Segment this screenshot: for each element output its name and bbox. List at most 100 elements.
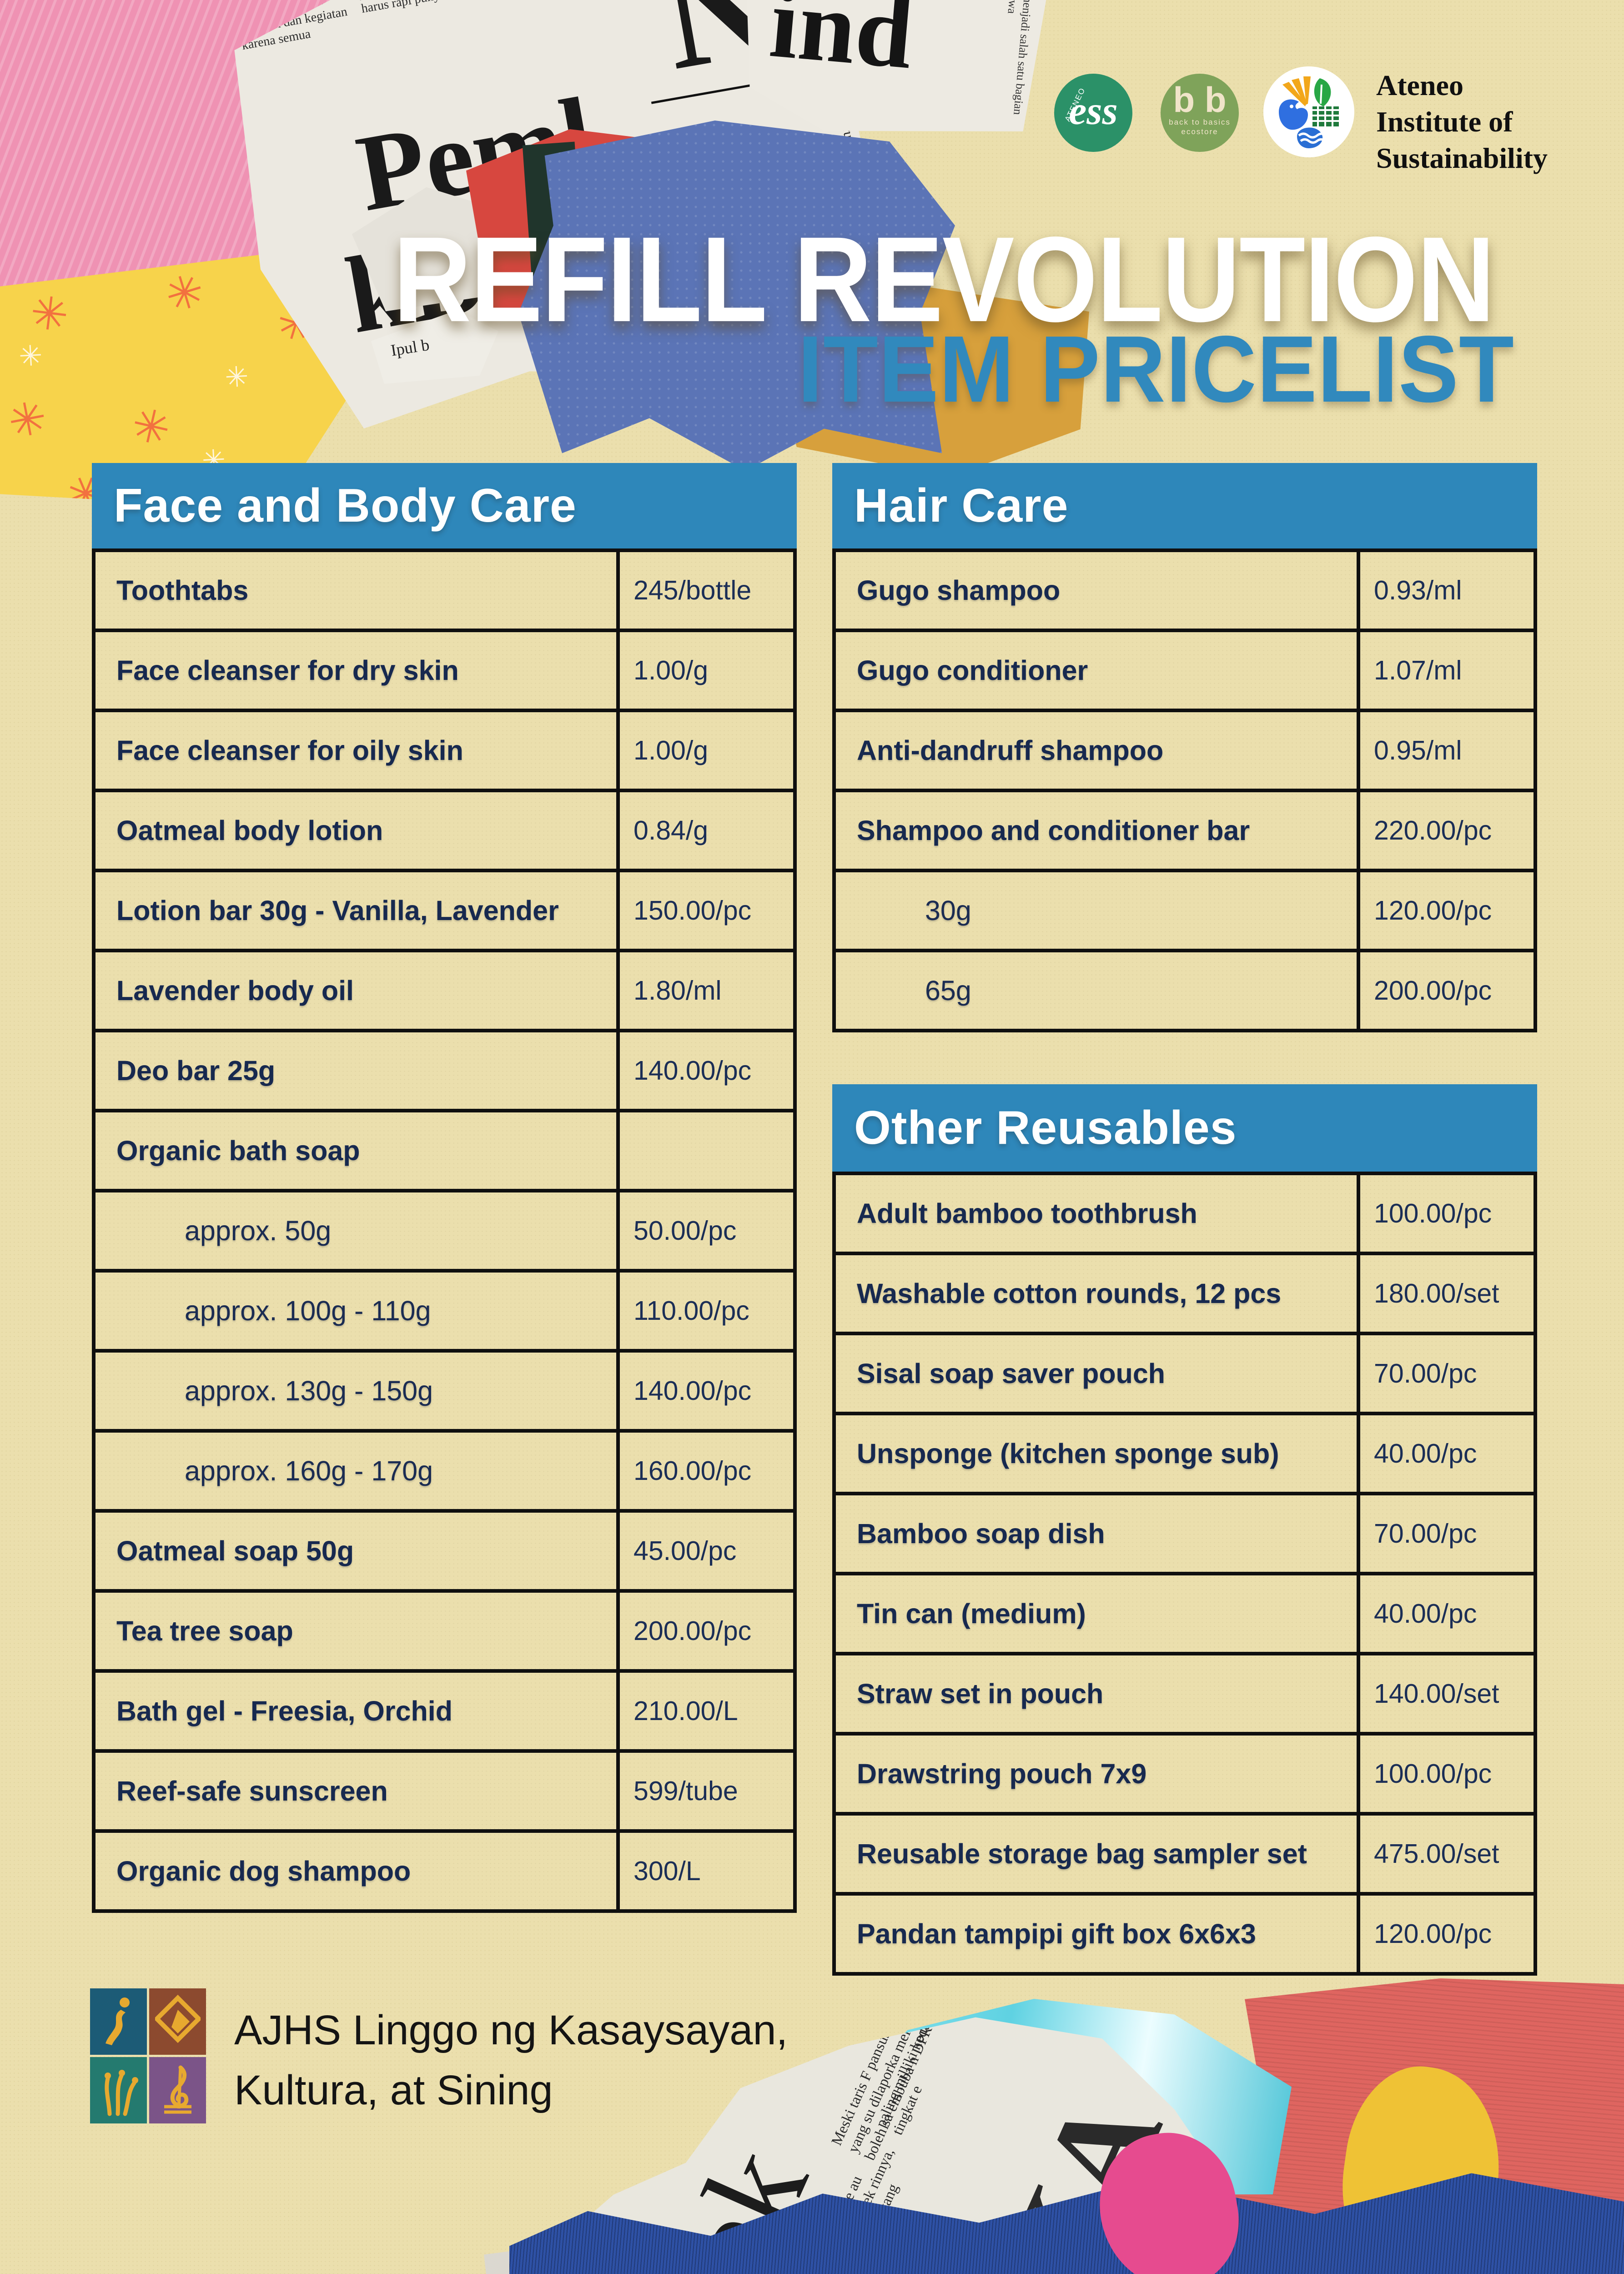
institute-name-line2: Institute of: [1376, 106, 1513, 138]
item-price: 1.07/ml: [1360, 632, 1533, 709]
event-caption-line1: AJHS Linggo ng Kasaysayan,: [234, 2007, 788, 2053]
item-label: Face cleanser for dry skin: [96, 632, 616, 709]
blue-paper-scrap: [518, 121, 955, 471]
item-label: Reusable storage bag sampler set: [836, 1816, 1357, 1892]
item-label: Sisal soap saver pouch: [836, 1335, 1357, 1412]
other-reusables-rows: Adult bamboo toothbrush 100.00/pc Washab…: [832, 1172, 1537, 1976]
item-price: [620, 1112, 793, 1189]
ateneo-sustainability-logo: [1265, 68, 1352, 156]
item-price: 100.00/pc: [1360, 1175, 1533, 1252]
newspaper-side-text: menjadi salah satu bagian iswa: [1005, 0, 1035, 116]
item-price: 245/bottle: [620, 552, 793, 629]
item-label: Tea tree soap: [96, 1593, 616, 1669]
other-reusables-header: Other Reusables: [832, 1084, 1537, 1172]
item-label: Reef-safe sunscreen: [96, 1753, 616, 1829]
item-label: Oatmeal body lotion: [96, 792, 616, 869]
item-price: 200.00/pc: [1360, 952, 1533, 1029]
item-label: Organic bath soap: [96, 1112, 616, 1189]
item-label: approx. 50g: [96, 1192, 616, 1269]
item-label: Oatmeal soap 50g: [96, 1513, 616, 1589]
item-price: 140.00/pc: [620, 1353, 793, 1429]
face-body-care-table: Face and Body Care Toothtabs 245/bottle …: [92, 463, 797, 1913]
item-label: Anti-dandruff shampoo: [836, 712, 1357, 789]
b2b-line1: back to basics: [1169, 118, 1231, 126]
item-price: 120.00/pc: [1360, 872, 1533, 949]
starburst-icon: [18, 342, 43, 372]
poster-title: REFILL REVOLUTION: [393, 212, 1495, 347]
hair-care-rows: Gugo shampoo 0.93/ml Gugo conditioner 1.…: [832, 548, 1537, 1032]
dancer-tile-icon: [90, 1988, 147, 2055]
item-label: 65g: [836, 952, 1357, 1029]
ateneo-ess-logo: ATENEO ess: [1054, 74, 1132, 152]
item-label: Lavender body oil: [96, 952, 616, 1029]
poster-subtitle: ITEM PRICELIST: [797, 316, 1514, 422]
item-label: Gugo shampoo: [836, 552, 1357, 629]
item-label: Gugo conditioner: [836, 632, 1357, 709]
item-price: 1.80/ml: [620, 952, 793, 1029]
sustainability-emblem-icon: [1267, 70, 1351, 154]
item-price: 45.00/pc: [620, 1513, 793, 1589]
newspaper-headline-fragment: ind: [766, 0, 918, 91]
item-price: 70.00/pc: [1360, 1495, 1533, 1572]
item-label: Deo bar 25g: [96, 1032, 616, 1109]
item-price: 200.00/pc: [620, 1593, 793, 1669]
item-label: Lotion bar 30g - Vanilla, Lavender: [96, 872, 616, 949]
item-label: approx. 160g - 170g: [96, 1433, 616, 1509]
item-label: Toothtabs: [96, 552, 616, 629]
item-label: approx. 100g - 110g: [96, 1273, 616, 1349]
item-price: 0.93/ml: [1360, 552, 1533, 629]
item-label: Drawstring pouch 7x9: [836, 1736, 1357, 1812]
item-price: 40.00/pc: [1360, 1415, 1533, 1492]
item-price: 0.95/ml: [1360, 712, 1533, 789]
item-price: 160.00/pc: [620, 1433, 793, 1509]
quills-tile-icon: [90, 2057, 147, 2123]
music-tile-icon: [149, 2057, 206, 2123]
ajhs-logo: [90, 1988, 207, 2125]
item-label: Bamboo soap dish: [836, 1495, 1357, 1572]
event-caption-line2: Kultura, at Sining: [234, 2067, 553, 2113]
item-label: Washable cotton rounds, 12 pcs: [836, 1255, 1357, 1332]
item-label: Shampoo and conditioner bar: [836, 792, 1357, 869]
back-to-basics-logo: b b back to basics ecostore: [1161, 74, 1239, 152]
item-price: 70.00/pc: [1360, 1335, 1533, 1412]
b2b-line2: ecostore: [1181, 127, 1218, 136]
item-label: Unsponge (kitchen sponge sub): [836, 1415, 1357, 1492]
institute-name: Ateneo Institute of Sustainability: [1376, 67, 1548, 176]
starburst-icon: [5, 394, 50, 446]
item-price: 1.00/g: [620, 632, 793, 709]
item-price: 40.00/pc: [1360, 1575, 1533, 1652]
item-price: 180.00/set: [1360, 1255, 1533, 1332]
item-price: 210.00/L: [620, 1673, 793, 1749]
starburst-icon: [224, 363, 249, 392]
item-label: Bath gel - Freesia, Orchid: [96, 1673, 616, 1749]
face-body-care-rows: Toothtabs 245/bottle Face cleanser for d…: [92, 548, 797, 1913]
item-price: 300/L: [620, 1833, 793, 1909]
face-body-care-header: Face and Body Care: [92, 463, 797, 548]
item-price: 120.00/pc: [1360, 1896, 1533, 1972]
item-price: 140.00/pc: [620, 1032, 793, 1109]
institute-name-line3: Sustainability: [1376, 142, 1548, 174]
item-price: 100.00/pc: [1360, 1736, 1533, 1812]
item-price: 220.00/pc: [1360, 792, 1533, 869]
item-price: 0.84/g: [620, 792, 793, 869]
b2b-mark: b b: [1173, 80, 1227, 120]
item-label: Adult bamboo toothbrush: [836, 1175, 1357, 1252]
item-price: 140.00/set: [1360, 1655, 1533, 1732]
item-label: Face cleanser for oily skin: [96, 712, 616, 789]
item-price: 1.00/g: [620, 712, 793, 789]
starburst-icon: [127, 401, 175, 453]
starburst-icon: [28, 289, 71, 339]
item-label: Organic dog shampoo: [96, 1833, 616, 1909]
item-price: 50.00/pc: [620, 1192, 793, 1269]
weave-tile-icon: [149, 1988, 206, 2055]
ess-script-label: ess: [1069, 89, 1118, 133]
other-reusables-table: Other Reusables Adult bamboo toothbrush …: [832, 1084, 1537, 1976]
item-label: Tin can (medium): [836, 1575, 1357, 1652]
item-label: 30g: [836, 872, 1357, 949]
item-label: Pandan tampipi gift box 6x6x3: [836, 1896, 1357, 1972]
item-price: 475.00/set: [1360, 1816, 1533, 1892]
starburst-icon: [160, 266, 210, 321]
item-price: 110.00/pc: [620, 1273, 793, 1349]
item-label: approx. 130g - 150g: [96, 1353, 616, 1429]
